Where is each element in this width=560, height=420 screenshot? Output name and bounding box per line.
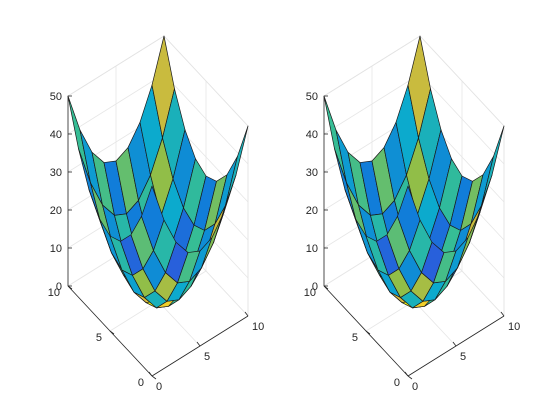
x-tick [500, 311, 505, 317]
y-tick [365, 330, 371, 335]
y-tick [109, 330, 115, 335]
y-tick [323, 285, 329, 290]
x-tick-label: 5 [204, 351, 210, 363]
y-tick-label: 5 [96, 332, 102, 344]
x-tick-label: 0 [412, 381, 418, 393]
x-tick [452, 341, 457, 347]
grid-line [109, 81, 207, 332]
z-tick-label: 30 [50, 167, 62, 179]
z-tick-label: 40 [306, 129, 318, 141]
x-tick [196, 341, 201, 347]
surface-mesh [67, 35, 249, 309]
box-edge [67, 35, 165, 97]
z-tick-label: 0 [56, 281, 62, 293]
y-tick-label: 0 [394, 377, 400, 389]
y-tick-label: 5 [352, 332, 358, 344]
box-edge [323, 35, 421, 97]
z-tick-label: 50 [50, 91, 62, 103]
y-tick-label: 10 [48, 287, 60, 299]
surface-face [481, 125, 505, 206]
surface-mesh [323, 35, 505, 309]
z-tick-label: 50 [306, 91, 318, 103]
grid-line [365, 81, 463, 332]
x-tick [148, 371, 153, 377]
z-tick-label: 0 [312, 281, 318, 293]
x-tick-label: 5 [460, 351, 466, 363]
x-tick [244, 311, 249, 317]
z-tick-label: 10 [50, 243, 62, 255]
surface-face [225, 125, 249, 206]
x-tick [404, 371, 409, 377]
y-tick [407, 375, 413, 380]
z-tick-label: 10 [306, 243, 318, 255]
x-tick-label: 10 [508, 321, 520, 333]
x-tick-label: 0 [156, 381, 162, 393]
y-tick [151, 375, 157, 380]
box-edge [163, 35, 249, 127]
y-tick-label: 10 [304, 287, 316, 299]
x-tick-label: 10 [252, 321, 264, 333]
y-tick-label: 0 [138, 377, 144, 389]
z-tick-label: 20 [306, 205, 318, 217]
y-tick [67, 285, 73, 290]
z-tick-label: 30 [306, 167, 318, 179]
box-edge [419, 35, 505, 127]
z-tick-label: 40 [50, 129, 62, 141]
z-tick-label: 20 [50, 205, 62, 217]
